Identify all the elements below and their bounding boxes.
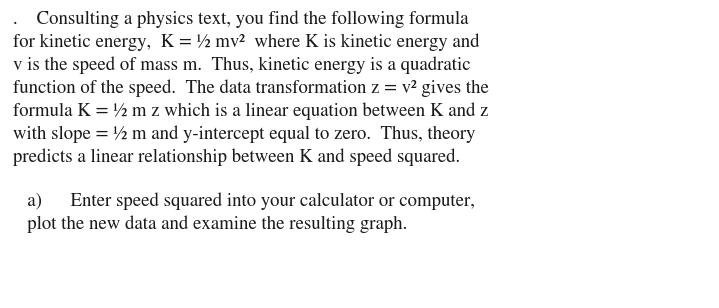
Text: .    Consulting a physics text, you find the following formula
for kinetic energ: . Consulting a physics text, you find th… [13, 11, 489, 233]
